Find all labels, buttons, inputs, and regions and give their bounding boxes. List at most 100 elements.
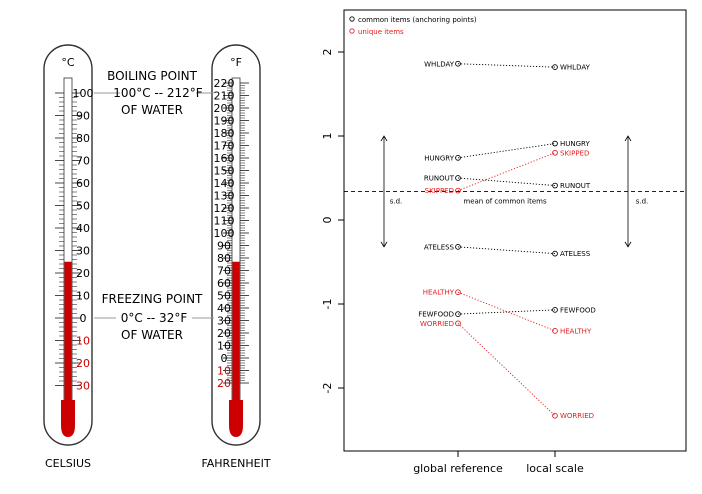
- sd-arrows: s.d. s.d.: [380, 135, 649, 248]
- common-item-point-global: [455, 60, 461, 67]
- common-item-label-global: FEWFOOD: [418, 311, 454, 319]
- unique-item-point-global: [455, 187, 461, 194]
- fahrenheit-tick-label: 110: [214, 215, 235, 228]
- common-item-label-local: ATELESS: [560, 250, 591, 258]
- fahrenheit-tick-label-negative: 10: [217, 365, 231, 378]
- common-item-label-global: ATELESS: [424, 243, 455, 251]
- fahrenheit-tick-label: 60: [217, 277, 231, 290]
- y-axis: -2 -1 0 1 2: [321, 49, 344, 394]
- fahrenheit-tick-label: 20: [217, 327, 231, 340]
- celsius-ticks: [55, 92, 81, 386]
- fahrenheit-tick-label: 80: [217, 252, 231, 265]
- unique-item-point-global: [455, 289, 461, 296]
- y-tick-label: 1: [321, 133, 334, 140]
- mean-line-group: mean of common items: [344, 190, 686, 205]
- fahrenheit-tick-label: 0: [221, 352, 228, 365]
- common-item-point-global: [455, 244, 461, 250]
- fahrenheit-tick-label: 40: [217, 302, 231, 315]
- x-tick-label: local scale: [526, 462, 584, 475]
- unique-item-segment: [457, 322, 556, 417]
- celsius-tick-label: 70: [76, 155, 90, 168]
- common-item-segment: [457, 309, 556, 315]
- freezing-point-values: 0°C -- 32°F: [121, 311, 188, 325]
- common-item-label-global: WHLDAY: [424, 60, 455, 68]
- y-tick-label: 2: [321, 49, 334, 56]
- common-item-point-local: [552, 64, 558, 70]
- celsius-unit-label: °C: [61, 56, 75, 69]
- fahrenheit-tick-label: 170: [214, 140, 235, 153]
- common-item-label-local: WHLDAY: [560, 64, 591, 72]
- common-item-segment: [457, 177, 556, 187]
- common-item-label-local: HUNGRY: [560, 140, 590, 148]
- fahrenheit-tick-labels: 2202102001901801701601501401301201101009…: [214, 77, 235, 390]
- fahrenheit-tick-label: 90: [217, 240, 231, 253]
- fahrenheit-tick-label: 50: [217, 290, 231, 303]
- unique-item-point-local: [552, 412, 558, 419]
- item-segments: [457, 63, 556, 417]
- celsius-tick-label-negative: 30: [76, 380, 90, 393]
- fahrenheit-tick-label-negative: 20: [217, 377, 231, 390]
- sd-label: s.d.: [390, 197, 403, 205]
- celsius-tick-label: 20: [76, 267, 90, 280]
- celsius-tick-label: 60: [76, 177, 90, 190]
- celsius-tick-label: 90: [76, 110, 90, 123]
- fahrenheit-tick-label: 30: [217, 315, 231, 328]
- common-item-segment: [457, 143, 556, 159]
- legend: common items (anchoring points) unique i…: [349, 16, 477, 36]
- sd-arrowhead-up: [624, 135, 632, 142]
- fahrenheit-tick-label: 150: [214, 165, 235, 178]
- celsius-bulb: [61, 400, 75, 437]
- legend-unique-label: unique items: [358, 28, 404, 36]
- fahrenheit-tick-label: 190: [214, 115, 235, 128]
- common-item-label-local: RUNOUT: [560, 182, 591, 190]
- fahrenheit-tick-label: 10: [217, 340, 231, 353]
- common-item-segment: [457, 63, 556, 68]
- fahrenheit-tick-label: 220: [214, 77, 235, 90]
- fahrenheit-tick-label: 140: [214, 177, 235, 190]
- common-item-point-global: [455, 154, 461, 161]
- common-item-label-global: HUNGRY: [424, 154, 454, 162]
- fahrenheit-tick-label: 70: [217, 265, 231, 278]
- legend-common-label: common items (anchoring points): [358, 16, 477, 24]
- fahrenheit-thermometer: °F 2202102001901801701601501401301201101…: [211, 44, 261, 446]
- celsius-tick-label: 80: [76, 132, 90, 145]
- common-item-label-local: FEWFOOD: [560, 306, 596, 314]
- celsius-mercury: [64, 261, 72, 412]
- sd-label: s.d.: [636, 197, 649, 205]
- boiling-point-subtitle: OF WATER: [121, 103, 183, 117]
- unique-item-segment: [457, 152, 556, 192]
- fahrenheit-tick-label: 200: [214, 102, 235, 115]
- legend-unique-marker: [349, 28, 355, 34]
- celsius-tick-label-negative: 20: [76, 357, 90, 370]
- fahrenheit-tick-label: 130: [214, 190, 235, 203]
- celsius-tick-label-negative: 10: [76, 335, 90, 348]
- y-tick-label: -1: [321, 299, 334, 310]
- boiling-point-values: 100°C -- 212°F: [113, 86, 202, 100]
- celsius-tick-label: 10: [76, 290, 90, 303]
- common-item-point-global: [455, 311, 461, 317]
- plot-frame: [343, 9, 687, 452]
- x-tick-label: global reference: [413, 462, 503, 475]
- fahrenheit-tick-label: 210: [214, 90, 235, 103]
- celsius-caption: CELSIUS: [45, 457, 91, 470]
- common-item-point-local: [552, 140, 558, 147]
- item-labels: WHLDAY WHLDAY HUNGRY HUNGRY RUNOUT RUNOUT ATEL…: [418, 60, 596, 420]
- common-item-point-local: [552, 182, 558, 189]
- celsius-tick-label: 30: [76, 245, 90, 258]
- y-tick-label: -2: [321, 383, 334, 394]
- common-item-point-local: [552, 250, 558, 257]
- mean-label: mean of common items: [463, 197, 547, 205]
- sd-arrowhead-down: [624, 241, 632, 248]
- common-item-point-local: [552, 307, 558, 313]
- fahrenheit-tick-label: 100: [214, 227, 235, 240]
- celsius-tick-label: 40: [76, 222, 90, 235]
- sd-arrowhead-down: [380, 241, 388, 248]
- fahrenheit-ticks: [223, 82, 249, 384]
- celsius-tick-label: 50: [76, 200, 90, 213]
- unique-item-point-global: [455, 320, 461, 327]
- unique-item-label-global: WORRIED: [420, 320, 454, 328]
- fahrenheit-mercury: [232, 261, 240, 412]
